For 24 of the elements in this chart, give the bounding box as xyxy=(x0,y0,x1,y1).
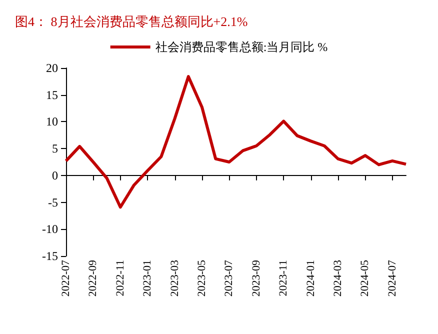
y-tick-label: 10 xyxy=(46,114,58,129)
x-tick-label: 2024-03 xyxy=(332,260,344,297)
x-tick-label: 2023-07 xyxy=(223,260,236,297)
x-tick-label: 2023-09 xyxy=(250,260,262,297)
legend-label: 社会消费品零售总额:当月同比 % xyxy=(155,40,328,54)
x-tick-label: 2024-05 xyxy=(359,260,372,297)
y-tick-label: -10 xyxy=(42,222,58,236)
chart-title: 图4： 8月社会消费品零售总额同比+2.1% xyxy=(15,14,248,29)
y-tick-label: 5 xyxy=(52,142,58,156)
y-tick-label: 0 xyxy=(52,168,58,182)
x-tick-label: 2023-03 xyxy=(168,260,181,297)
y-tick-label: -5 xyxy=(48,195,58,210)
x-tick-label: 2024-01 xyxy=(304,260,317,297)
y-tick-label: 15 xyxy=(46,88,58,102)
y-tick-label: 20 xyxy=(46,61,58,75)
x-tick-label: 2023-11 xyxy=(278,260,290,296)
x-tick-label: 2023-01 xyxy=(142,260,154,297)
line-series xyxy=(64,75,408,209)
y-tick-label: -15 xyxy=(42,249,58,263)
x-tick-label: 2022-11 xyxy=(114,260,126,296)
x-tick-label: 2024-07 xyxy=(386,260,398,297)
x-tick-label: 2022-07 xyxy=(60,260,72,297)
x-tick-label: 2022-09 xyxy=(87,260,100,297)
x-tick-label: 2023-05 xyxy=(196,260,208,297)
